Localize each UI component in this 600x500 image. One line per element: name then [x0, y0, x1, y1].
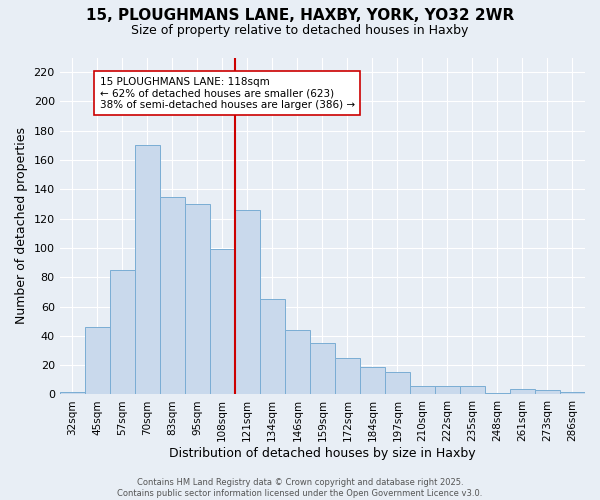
Bar: [510, 388, 535, 394]
Bar: [59, 392, 85, 394]
Bar: [185, 204, 210, 394]
Bar: [460, 386, 485, 394]
Bar: [360, 366, 385, 394]
Bar: [235, 210, 260, 394]
Bar: [335, 358, 360, 395]
X-axis label: Distribution of detached houses by size in Haxby: Distribution of detached houses by size …: [169, 447, 476, 460]
Bar: [410, 386, 435, 394]
Y-axis label: Number of detached properties: Number of detached properties: [15, 128, 28, 324]
Bar: [135, 146, 160, 394]
Bar: [210, 250, 235, 394]
Bar: [160, 196, 185, 394]
Bar: [85, 327, 110, 394]
Bar: [485, 393, 510, 394]
Bar: [285, 330, 310, 394]
Bar: [560, 392, 585, 394]
Text: Contains HM Land Registry data © Crown copyright and database right 2025.
Contai: Contains HM Land Registry data © Crown c…: [118, 478, 482, 498]
Bar: [435, 386, 460, 394]
Bar: [385, 372, 410, 394]
Text: Size of property relative to detached houses in Haxby: Size of property relative to detached ho…: [131, 24, 469, 37]
Bar: [310, 343, 335, 394]
Bar: [535, 390, 560, 394]
Bar: [260, 299, 285, 394]
Text: 15, PLOUGHMANS LANE, HAXBY, YORK, YO32 2WR: 15, PLOUGHMANS LANE, HAXBY, YORK, YO32 2…: [86, 8, 514, 22]
Bar: [110, 270, 135, 394]
Text: 15 PLOUGHMANS LANE: 118sqm
← 62% of detached houses are smaller (623)
38% of sem: 15 PLOUGHMANS LANE: 118sqm ← 62% of deta…: [100, 76, 355, 110]
